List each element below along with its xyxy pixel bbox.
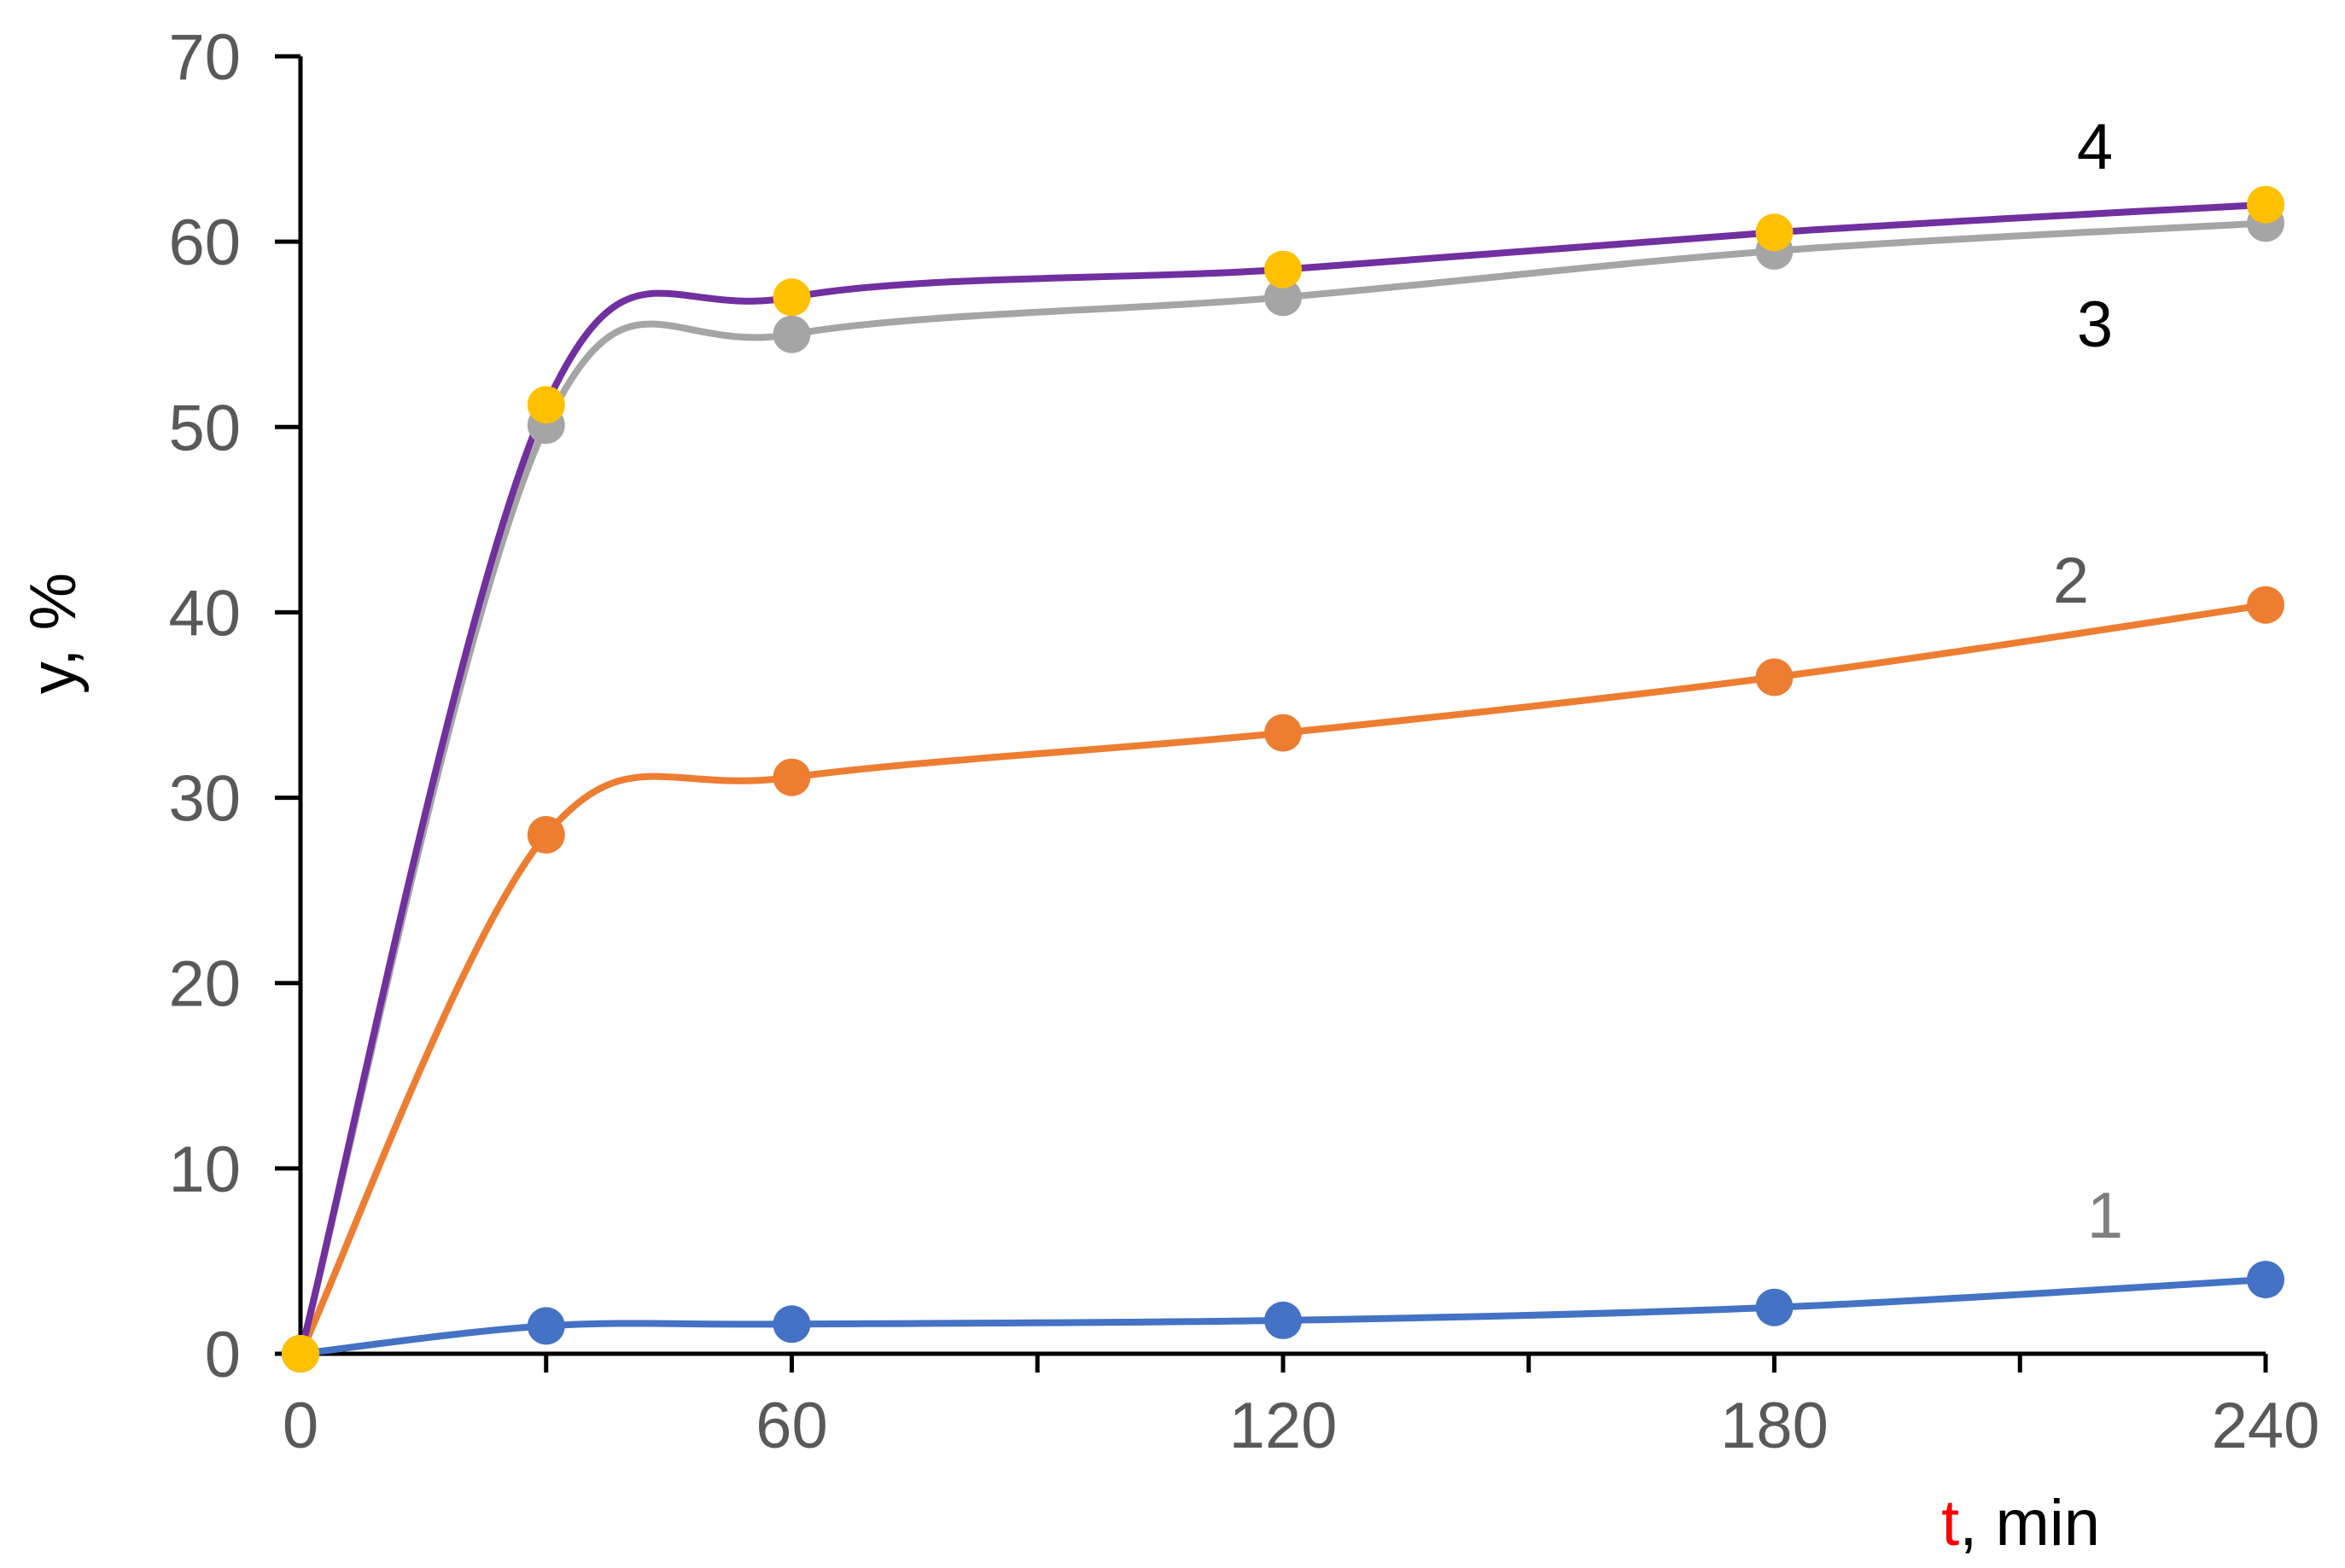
x-axis-unit: , min xyxy=(1959,1487,2100,1559)
series-2-point xyxy=(527,816,565,854)
y-tick-label: 30 xyxy=(168,763,241,836)
series-2-point xyxy=(1264,714,1302,752)
x-tick-label: 180 xyxy=(1720,1390,1829,1462)
series-markers xyxy=(282,185,2284,1373)
series-4-point xyxy=(773,278,811,317)
series-3-label: 3 xyxy=(2077,289,2113,361)
series-4-point xyxy=(1264,250,1302,289)
series-lines xyxy=(297,201,2269,1357)
series-2-point xyxy=(2247,586,2284,624)
series-1-point xyxy=(2247,1261,2284,1299)
series-1-point xyxy=(1755,1288,1794,1326)
series-3-point xyxy=(1264,278,1302,317)
x-tick-label: 120 xyxy=(1229,1390,1338,1462)
y-axis-title: y, % xyxy=(17,573,90,694)
series-1-point xyxy=(1264,1301,1302,1339)
series-2-label: 2 xyxy=(2053,545,2089,617)
y-tick-label: 50 xyxy=(168,392,241,464)
y-tick-label: 70 xyxy=(168,21,241,94)
x-tick-label: 60 xyxy=(755,1390,828,1462)
series-2-line xyxy=(297,601,2269,1357)
series-1-point xyxy=(773,1305,811,1344)
x-tick-label: 0 xyxy=(283,1390,318,1462)
y-tick-label: 60 xyxy=(168,207,241,279)
series-4-point xyxy=(1755,213,1794,252)
series-4-label: 4 xyxy=(2077,111,2113,184)
series-1-label: 1 xyxy=(2087,1180,2123,1252)
y-tick-label: 20 xyxy=(168,948,241,1021)
x-tick-label: 240 xyxy=(2212,1390,2320,1462)
y-tick-label: 10 xyxy=(168,1134,241,1206)
series-4-point xyxy=(527,386,565,424)
series-4-line xyxy=(297,201,2269,1357)
series-4-point xyxy=(282,1335,319,1373)
series-labels: 1 2 3 4 xyxy=(2053,111,2123,1252)
series-2-point xyxy=(773,758,811,796)
series-1-point xyxy=(527,1307,565,1345)
y-tick-label: 40 xyxy=(168,577,241,650)
series-3-point xyxy=(773,315,811,353)
series-2-point xyxy=(1755,658,1794,697)
axes: 0 10 20 30 40 50 60 70 0 60 120 180 240 xyxy=(168,21,2319,1462)
x-axis-title: t, min xyxy=(1941,1487,2100,1559)
x-axis-variable: t xyxy=(1941,1487,1959,1559)
series-4-point xyxy=(2247,185,2284,224)
y-tick-label: 0 xyxy=(205,1319,241,1391)
